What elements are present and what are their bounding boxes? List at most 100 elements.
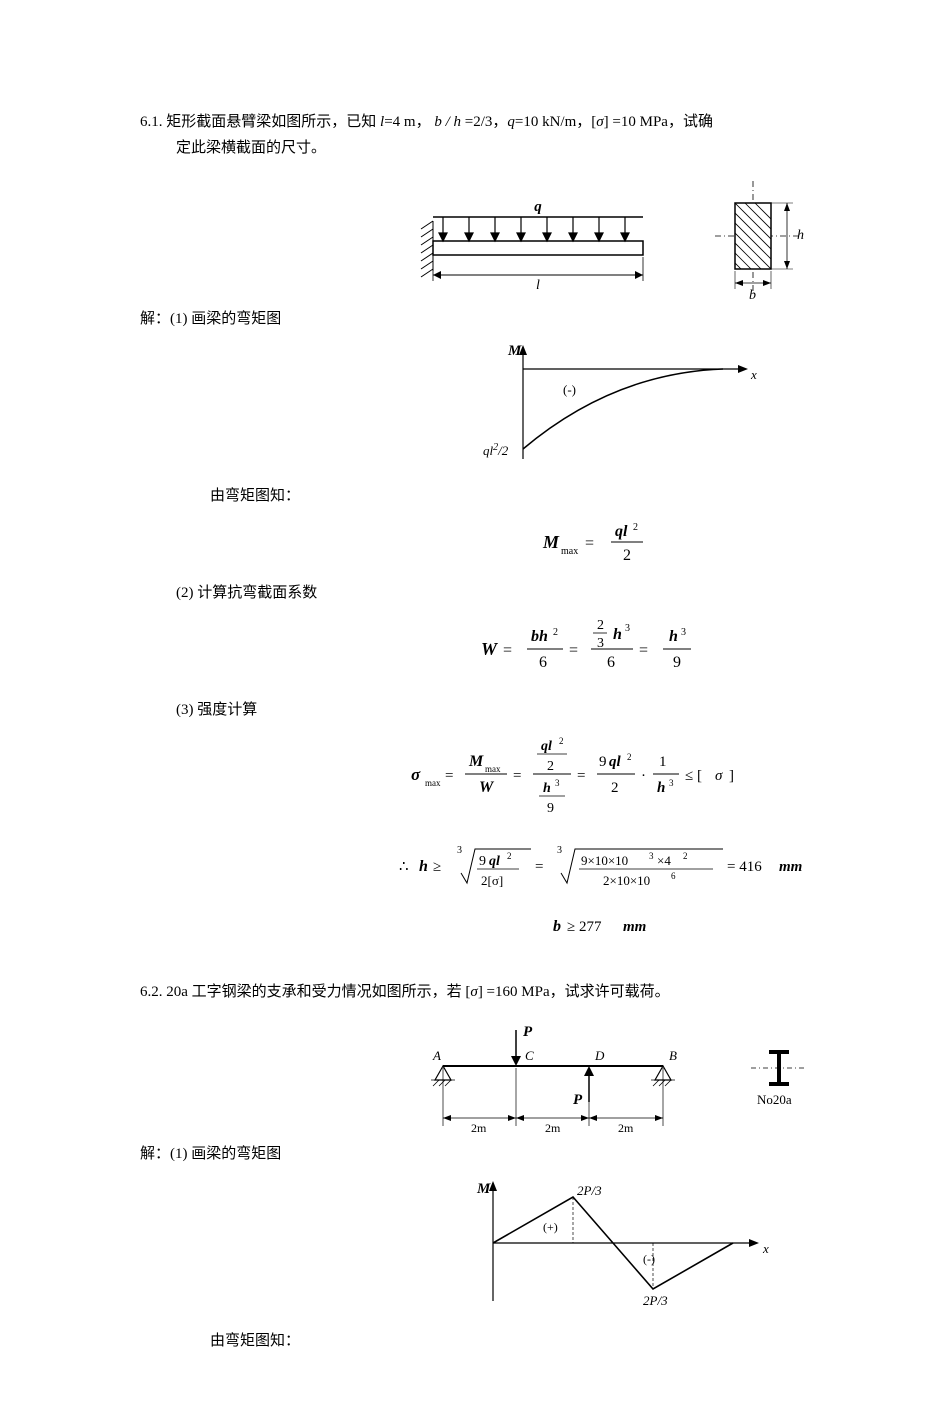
problem-number-2: 6.2. [140,984,163,1000]
svg-text:2m: 2m [618,1121,634,1135]
svg-text:3: 3 [681,627,686,638]
svg-text:9: 9 [479,854,486,869]
svg-text:σ: σ [411,765,421,784]
svg-text:2: 2 [611,780,619,796]
svg-text:=: = [639,642,648,659]
svg-text:2: 2 [507,851,512,861]
svg-text:·: · [641,768,646,784]
svg-text:1: 1 [659,754,667,770]
svg-text:2P/3: 2P/3 [577,1183,602,1198]
solution-step3-label: (3) 强度计算 [140,698,945,724]
svg-text:2[σ]: 2[σ] [481,873,503,888]
svg-text:6: 6 [671,871,676,881]
svg-text:h: h [543,781,551,796]
svg-text:=: = [585,535,594,552]
svg-text:P: P [573,1092,583,1108]
svg-text:max: max [485,764,501,774]
svg-text:]: ] [729,768,734,784]
svg-text:max: max [561,546,578,557]
problem-text-cont: 定此梁横截面的尺寸。 [176,140,326,156]
svg-text:≥ 277: ≥ 277 [567,919,602,935]
svg-text:h: h [657,780,665,796]
svg-text:b: b [553,918,561,935]
equation-h: ∴ h ≥ 3 9 ql 2 2[σ] = 3 9×10×10 3 ×4 2 2… [140,835,945,905]
svg-text:2: 2 [633,522,638,533]
equation-sigma: σ max = M max W = ql 2 2 h 3 9 = 9 ql 2 … [140,730,945,830]
svg-text:3: 3 [557,845,562,856]
svg-text:2: 2 [683,851,688,861]
svg-text:(-): (-) [563,382,576,397]
svg-text:W: W [479,779,495,796]
svg-text:max: max [425,778,441,788]
svg-text:9×10×10: 9×10×10 [581,853,628,868]
equation-mmax: M max = ql 2 2 [140,516,945,576]
svg-text:mm: mm [623,919,646,935]
cantilever-beam-diagram: q l [403,191,673,291]
solution2-step1-label: 解：(1) 画梁的弯矩图 [140,1142,945,1168]
svg-text:2: 2 [547,759,554,774]
svg-text:ql: ql [541,739,552,754]
svg-text:W: W [481,639,499,659]
svg-text:2P/3: 2P/3 [643,1293,668,1308]
equation-b: b ≥ 277 mm [140,911,945,951]
svg-text:9: 9 [547,801,554,816]
svg-text:(+): (+) [543,1220,558,1234]
figure-beam-2: P P A C D B 2m 2m 2m No [140,1016,945,1136]
svg-text:D: D [594,1048,605,1063]
svg-text:3: 3 [649,851,654,861]
svg-text:σ: σ [715,768,723,784]
svg-text:mm: mm [779,859,802,875]
svg-text:9: 9 [599,754,607,770]
svg-text:l: l [536,278,540,291]
svg-text:x: x [750,367,757,382]
svg-text:2: 2 [623,547,631,564]
svg-text:(-): (-) [643,1252,655,1266]
svg-text:≥: ≥ [433,859,441,875]
svg-text:M: M [542,532,560,552]
svg-text:2: 2 [553,627,558,638]
svg-text:No20a: No20a [757,1092,792,1107]
simply-supported-beam-diagram: P P A C D B 2m 2m 2m [403,1016,703,1136]
svg-text:h: h [613,626,622,643]
svg-text:bh: bh [531,628,548,645]
cross-section-diagram: h b [713,181,823,301]
figure-beam-and-section: q l h [140,181,945,301]
svg-text:2: 2 [597,618,604,633]
svg-text:q: q [534,199,542,215]
svg-text:6: 6 [539,654,547,671]
svg-text:9: 9 [673,654,681,671]
svg-text:6: 6 [607,654,615,671]
i-beam-section-icon: No20a [743,1036,823,1116]
problem-6-2: 6.2. 20a 工字钢梁的支承和受力情况如图所示，若 [σ] =160 MPa… [140,980,945,1006]
svg-text:2: 2 [559,736,564,746]
svg-text:=: = [577,768,585,784]
problem-number: 6.1. [140,114,163,130]
solution-step1-label: 解：(1) 画梁的弯矩图 [140,307,945,333]
svg-text:2m: 2m [545,1121,561,1135]
svg-text:h: h [419,858,428,875]
svg-text:∴: ∴ [399,859,409,875]
svg-text:3: 3 [669,778,674,788]
svg-text:M: M [507,343,522,359]
svg-text:2: 2 [627,752,632,762]
svg-text:M: M [476,1181,491,1197]
problem-6-1: 6.1. 矩形截面悬臂梁如图所示，已知 l=4 m， b / h =2/3，q=… [140,110,945,161]
svg-text:3: 3 [555,778,560,788]
svg-text:h: h [669,628,678,645]
svg-text:C: C [525,1048,534,1063]
svg-text:ql: ql [609,754,622,770]
svg-text:ql: ql [615,523,628,540]
svg-text:B: B [669,1048,677,1063]
moment-diagram-2: M x (+) (-) 2P/3 2P/3 [140,1173,945,1323]
moment-svg-1: M x (-) ql2/2 [463,339,763,469]
svg-text:h: h [797,228,804,243]
svg-text:2m: 2m [471,1121,487,1135]
svg-text:=: = [535,859,543,875]
svg-text:≤ [: ≤ [ [685,768,702,784]
svg-text:ql: ql [489,854,500,869]
svg-text:b: b [749,288,756,301]
problem-text-2: 20a 工字钢梁的支承和受力情况如图所示，若 [σ] =160 MPa，试求许可… [166,984,669,1000]
svg-text:×4: ×4 [657,853,671,868]
svg-text:=: = [503,642,512,659]
svg-text:=: = [445,768,453,784]
